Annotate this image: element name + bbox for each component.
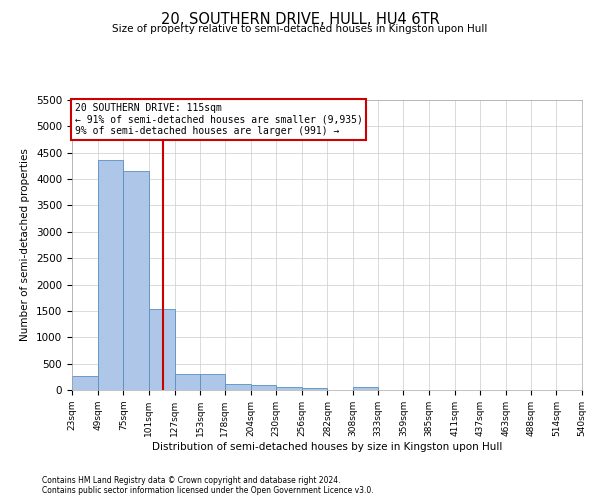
Bar bbox=[251, 384, 276, 390]
Text: 20, SOUTHERN DRIVE, HULL, HU4 6TR: 20, SOUTHERN DRIVE, HULL, HU4 6TR bbox=[161, 12, 439, 28]
Bar bbox=[276, 387, 302, 390]
Bar bbox=[353, 387, 378, 390]
Text: Contains public sector information licensed under the Open Government Licence v3: Contains public sector information licen… bbox=[42, 486, 374, 495]
Y-axis label: Number of semi-detached properties: Number of semi-detached properties bbox=[20, 148, 31, 342]
Bar bbox=[225, 384, 251, 390]
Bar bbox=[200, 374, 225, 390]
Bar bbox=[302, 388, 328, 390]
Bar bbox=[72, 376, 98, 390]
Bar bbox=[175, 374, 200, 390]
Text: Contains HM Land Registry data © Crown copyright and database right 2024.: Contains HM Land Registry data © Crown c… bbox=[42, 476, 341, 485]
Bar bbox=[123, 171, 149, 390]
Bar bbox=[149, 309, 175, 390]
Text: Distribution of semi-detached houses by size in Kingston upon Hull: Distribution of semi-detached houses by … bbox=[152, 442, 502, 452]
Text: Size of property relative to semi-detached houses in Kingston upon Hull: Size of property relative to semi-detach… bbox=[112, 24, 488, 34]
Text: 20 SOUTHERN DRIVE: 115sqm
← 91% of semi-detached houses are smaller (9,935)
9% o: 20 SOUTHERN DRIVE: 115sqm ← 91% of semi-… bbox=[74, 103, 362, 136]
Bar bbox=[98, 160, 123, 390]
